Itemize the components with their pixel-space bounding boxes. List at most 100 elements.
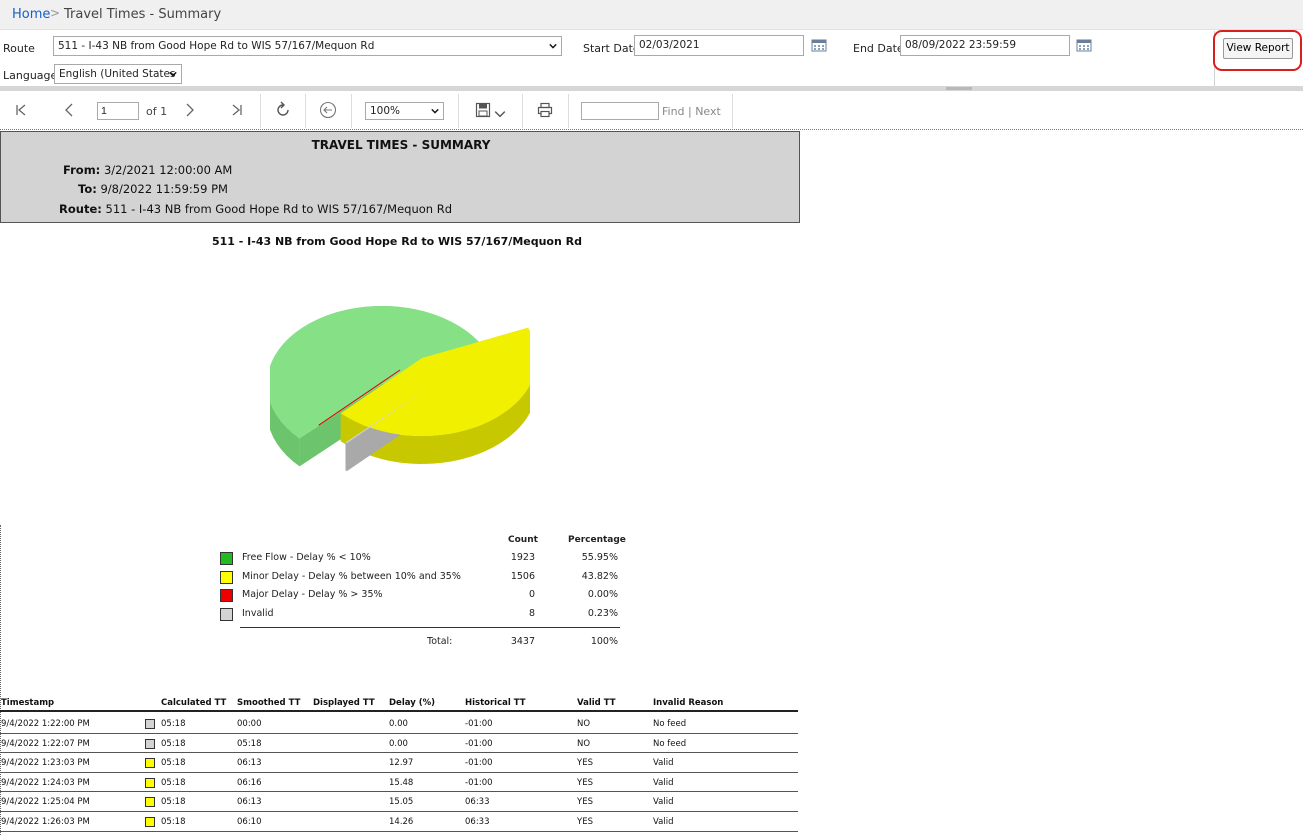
toolbar-separator (260, 94, 261, 128)
legend-label: Invalid (242, 608, 274, 619)
status-color-swatch (145, 719, 155, 729)
report-page-border (0, 525, 1, 835)
table-row: 9/4/2022 1:25:04 PM 05:18 06:13 15.05 06:33 Y… (0, 792, 798, 812)
language-label: Language (3, 69, 58, 82)
previous-page-icon[interactable] (61, 102, 77, 118)
cell-historical-tt: -01:00 (465, 719, 493, 729)
zoom-select-value: 100% (370, 105, 401, 117)
report-toolbar: of 1 100% Find | Next (0, 92, 1303, 130)
zoom-select[interactable]: 100% (365, 102, 444, 120)
cell-invalid-reason: Valid (653, 777, 674, 788)
legend-percentage: 0.00% (587, 589, 618, 600)
page-number-input[interactable] (97, 102, 139, 120)
route-select-value: 511 - I-43 NB from Good Hope Rd to WIS 5… (58, 40, 375, 52)
legend-swatch (220, 552, 233, 565)
toolbar-separator (732, 94, 733, 128)
last-page-icon[interactable] (229, 102, 245, 118)
cell-calculated-tt: 05:18 (161, 777, 186, 788)
find-link[interactable]: Find (662, 105, 685, 118)
cell-invalid-reason: No feed (653, 738, 687, 749)
first-page-icon[interactable] (13, 102, 29, 118)
to-value: 9/8/2022 11:59:59 PM (100, 182, 228, 196)
chevron-down-icon (549, 43, 557, 49)
legend-swatch (220, 571, 233, 584)
cell-valid-tt: YES (577, 777, 593, 788)
find-input[interactable] (581, 102, 659, 120)
legend-label: Major Delay - Delay % > 35% (242, 589, 383, 600)
toolbar-separator (305, 94, 306, 128)
cell-delay: 12.97 (389, 758, 414, 769)
legend-label: Free Flow - Delay % < 10% (242, 552, 371, 563)
legend-swatch (220, 608, 233, 621)
cell-smoothed-tt: 05:18 (237, 738, 262, 749)
language-select-value: English (United States (59, 68, 176, 80)
start-date-input[interactable]: 02/03/2021 (634, 35, 804, 56)
cell-delay: 0.00 (389, 738, 408, 749)
legend-table: Count Percentage Free Flow - Delay % < 1… (220, 533, 626, 653)
table-row: 9/4/2022 1:23:03 PM 05:18 06:13 12.97 -01:00… (0, 753, 798, 773)
cell-historical-tt: 06:33 (465, 817, 490, 827)
splitter-grip-icon[interactable] (946, 87, 972, 90)
legend-row: Minor Delay - Delay % between 10% and 35… (220, 570, 620, 588)
legend-row: Invalid 8 0.23% (220, 607, 620, 625)
cell-historical-tt: -01:00 (465, 758, 493, 769)
cell-calculated-tt: 05:18 (161, 758, 186, 769)
export-dropdown-chevron-icon[interactable] (494, 106, 506, 122)
column-header-displayed-tt: Displayed TT (313, 698, 375, 708)
cell-timestamp: 9/4/2022 1:22:00 PM (1, 719, 90, 729)
legend-count: 0 (528, 589, 535, 600)
column-header-invalid-reason: Invalid Reason (653, 698, 724, 708)
cell-invalid-reason: No feed (653, 719, 687, 729)
cell-delay: 14.26 (389, 817, 414, 827)
end-date-label: End Date (853, 42, 904, 55)
cell-valid-tt: YES (577, 817, 593, 827)
cell-timestamp: 9/4/2022 1:22:07 PM (1, 738, 90, 749)
column-header-valid-tt: Valid TT (577, 698, 616, 708)
route-select[interactable]: 511 - I-43 NB from Good Hope Rd to WIS 5… (53, 36, 562, 56)
breadcrumb: Home > Travel Times - Summary (0, 0, 1303, 30)
parameters-splitter[interactable] (0, 86, 1303, 91)
cell-valid-tt: NO (577, 719, 591, 729)
cell-valid-tt: YES (577, 797, 593, 808)
legend-total-label: Total: (427, 636, 453, 647)
from-value: 3/2/2021 12:00:00 AM (103, 163, 233, 177)
column-header-timestamp: Timestamp (1, 698, 55, 708)
legend-count: 1506 (510, 571, 535, 582)
cell-valid-tt: NO (577, 738, 591, 749)
legend-total-divider (240, 627, 620, 628)
table-row: 9/4/2022 1:24:03 PM 05:18 06:16 15.48 -01:00… (0, 773, 798, 793)
to-key: To: (78, 182, 97, 196)
cell-smoothed-tt: 06:13 (237, 758, 262, 769)
report-to: To: 9/8/2022 11:59:59 PM (78, 182, 228, 196)
breadcrumb-home-link[interactable]: Home (12, 7, 51, 22)
legend-percentage-header: Percentage (568, 535, 626, 545)
status-color-swatch (145, 758, 155, 769)
calendar-icon[interactable] (811, 38, 827, 52)
report-header: TRAVEL TIMES - SUMMARY From: 3/2/2021 12… (0, 131, 800, 223)
table-row: 9/4/2022 1:22:00 PM 05:18 00:00 0.00 -01:00 N… (0, 714, 798, 734)
save-icon[interactable] (475, 102, 491, 118)
cell-calculated-tt: 05:18 (161, 817, 186, 827)
view-report-button[interactable]: View Report (1223, 38, 1293, 59)
find-next-link[interactable]: | Next (688, 105, 721, 118)
column-header-historical-tt: Historical TT (465, 698, 526, 708)
pie-slice (318, 369, 401, 426)
route-label: Route (3, 42, 35, 55)
cell-timestamp: 9/4/2022 1:23:03 PM (1, 758, 90, 769)
print-icon[interactable] (537, 102, 553, 118)
end-date-input[interactable]: 08/09/2022 23:59:59 (900, 35, 1070, 56)
from-key: From: (63, 163, 101, 177)
refresh-icon[interactable] (274, 101, 292, 119)
calendar-icon[interactable] (1076, 38, 1092, 52)
cell-calculated-tt: 05:18 (161, 719, 186, 729)
language-select[interactable]: English (United States (54, 64, 182, 84)
cell-smoothed-tt: 06:13 (237, 797, 262, 808)
cell-invalid-reason: Valid (653, 817, 674, 827)
next-page-icon[interactable] (182, 102, 198, 118)
legend-count-header: Count (508, 535, 538, 545)
pie-slice-side (340, 327, 530, 464)
column-header-smoothed-tt: Smoothed TT (237, 698, 301, 708)
report-title: TRAVEL TIMES - SUMMARY (311, 138, 491, 152)
status-color-swatch (145, 817, 155, 827)
back-icon[interactable] (319, 101, 337, 119)
